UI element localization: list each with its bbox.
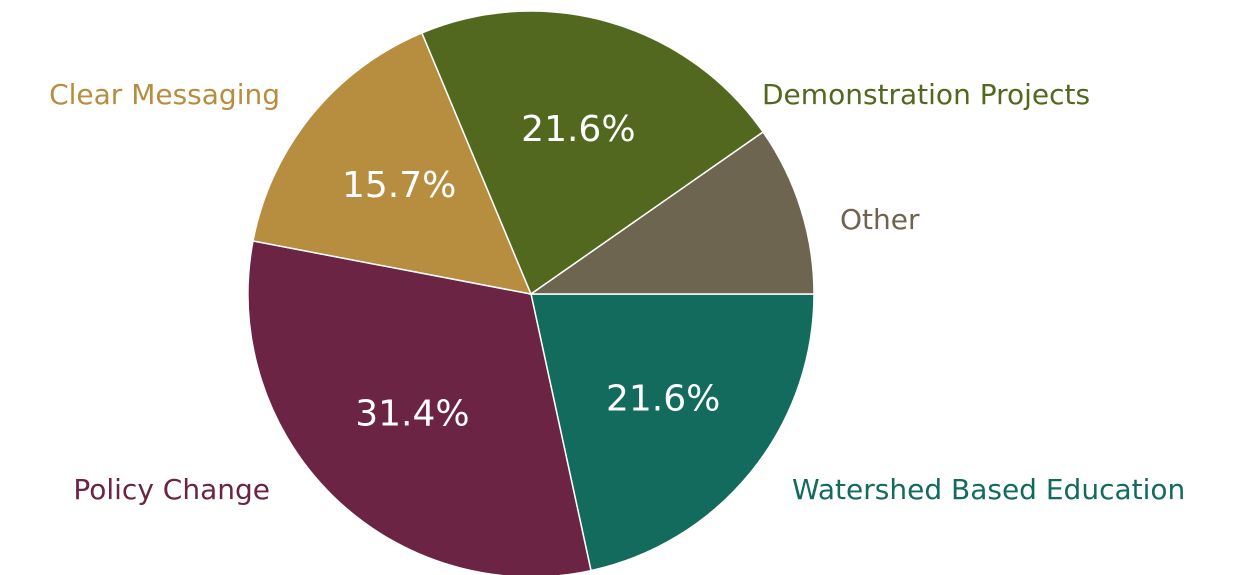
pie-slice bbox=[247, 240, 592, 575]
slice-percent: 31.4% bbox=[355, 394, 469, 435]
slice-label: Other bbox=[840, 203, 920, 236]
slice-percent: 21.6% bbox=[521, 109, 635, 150]
pie-slice bbox=[420, 10, 765, 296]
slice-label: Watershed Based Education bbox=[792, 473, 1185, 506]
slice-percent: 15.7% bbox=[342, 165, 456, 206]
pie-slice bbox=[252, 31, 533, 295]
slice-percent: 21.6% bbox=[606, 379, 720, 420]
pie-slice bbox=[530, 293, 815, 572]
slice-label: Clear Messaging bbox=[49, 78, 280, 111]
slice-label: Demonstration Projects bbox=[762, 78, 1090, 111]
slice-label: Policy Change bbox=[73, 473, 270, 506]
pie-slice bbox=[528, 130, 815, 295]
